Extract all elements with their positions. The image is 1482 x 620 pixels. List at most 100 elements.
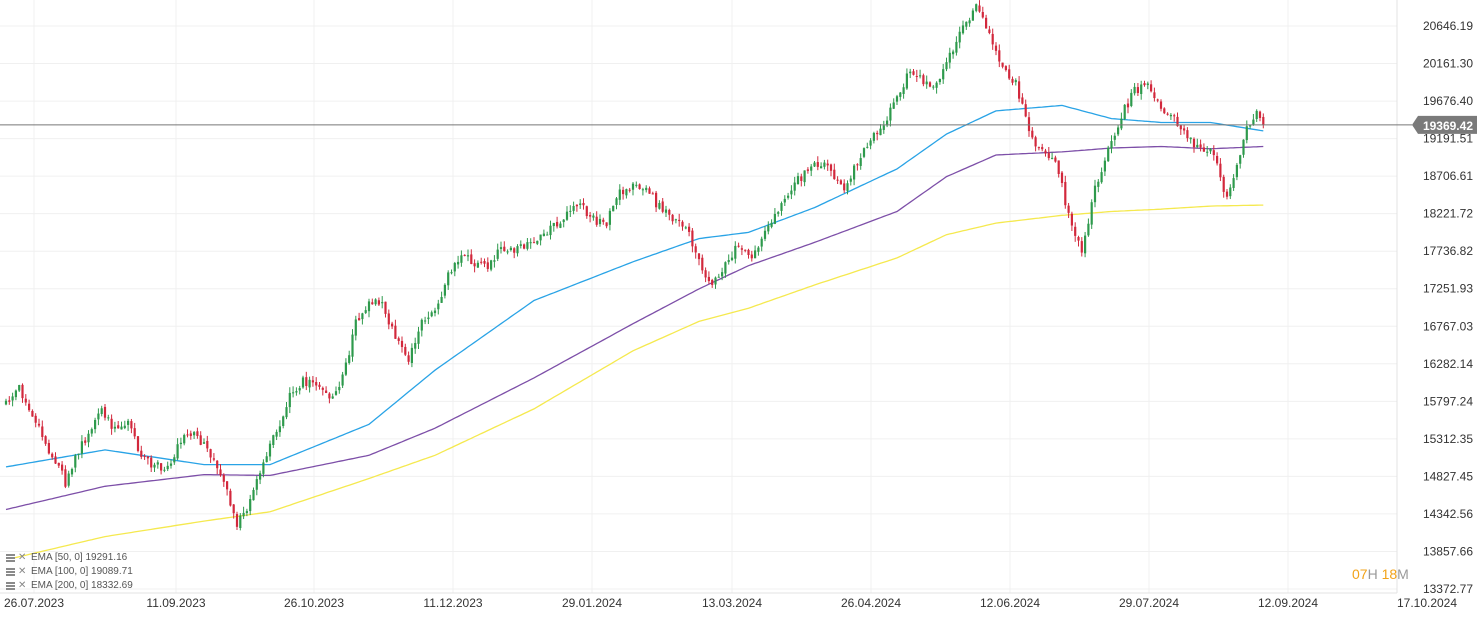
candle-body: [1100, 172, 1103, 183]
candle-body: [513, 248, 516, 253]
candle-body: [542, 233, 545, 237]
candle-body: [539, 234, 542, 241]
candle-body: [14, 390, 17, 398]
candle-body: [466, 255, 470, 257]
candle-body: [186, 434, 189, 436]
candle-body: [130, 421, 133, 429]
candle-body: [110, 418, 113, 429]
candle-body: [133, 428, 136, 437]
candle-body: [658, 202, 661, 209]
x-tick-label: 29.07.2024: [1119, 596, 1179, 610]
candle-body: [1051, 157, 1054, 159]
candle-body: [1041, 147, 1044, 150]
candle-body: [262, 462, 265, 474]
candle-body: [219, 469, 222, 476]
candle-body: [1136, 87, 1139, 93]
candle-body: [67, 473, 70, 486]
candle-body: [1143, 83, 1146, 86]
candle-body: [697, 253, 701, 260]
candle-body: [1216, 155, 1219, 164]
candle-body: [625, 189, 628, 196]
candle-body: [318, 384, 321, 387]
candle-body: [820, 166, 823, 169]
candle-body: [245, 511, 248, 513]
menu-lines-icon[interactable]: [6, 554, 15, 562]
candle-body: [1087, 223, 1090, 236]
close-icon[interactable]: ✕: [18, 566, 27, 577]
y-tick-label: 15312.35: [1423, 432, 1473, 446]
candle-body: [374, 299, 377, 305]
candle-body: [301, 377, 305, 388]
candle-body: [1110, 141, 1113, 149]
candle-body: [196, 431, 199, 437]
candle-body: [84, 440, 87, 443]
candle-body: [688, 226, 691, 232]
candle-body: [612, 205, 615, 212]
candle-body: [734, 245, 737, 259]
candle-body: [430, 312, 433, 317]
close-icon[interactable]: ✕: [18, 552, 27, 563]
candle-body: [226, 481, 229, 490]
candle-body: [199, 435, 202, 445]
candle-body: [37, 423, 41, 426]
candle-body: [341, 374, 344, 386]
candle-body: [1060, 172, 1064, 183]
legend-label: EMA [100, 0]: [31, 566, 89, 577]
y-tick-label: 16282.14: [1423, 357, 1473, 371]
candle-body: [1212, 150, 1215, 156]
candle-body: [523, 244, 526, 249]
candle-body: [136, 436, 140, 451]
legend-label: EMA [200, 0]: [31, 580, 89, 591]
candle-body: [975, 4, 978, 11]
candle-body: [150, 457, 153, 468]
legend-item-ema200[interactable]: ✕ EMA [200, 0] 18332.69: [6, 579, 133, 593]
candle-body: [730, 257, 734, 261]
candle-body: [265, 456, 268, 463]
countdown-minutes-unit: M: [1397, 566, 1409, 582]
candle-body: [671, 214, 674, 222]
candle-body: [810, 166, 813, 171]
candle-body: [252, 489, 255, 501]
candle-body: [54, 456, 57, 464]
candle-body: [1074, 226, 1077, 236]
menu-lines-icon[interactable]: [6, 568, 15, 576]
candle-body: [1166, 113, 1169, 115]
candle-body: [872, 132, 875, 141]
candle-body: [552, 222, 555, 227]
candle-body: [925, 81, 928, 85]
candle-body: [721, 272, 724, 277]
candle-body: [80, 441, 83, 454]
candle-body: [585, 206, 588, 217]
candle-body: [268, 443, 272, 457]
ema-50-line: [5, 104, 1264, 468]
candle-body: [965, 21, 968, 27]
legend-item-ema50[interactable]: ✕ EMA [50, 0] 19291.16: [6, 551, 133, 565]
candle-body: [602, 219, 605, 222]
candle-body: [737, 245, 740, 247]
menu-lines-icon[interactable]: [6, 582, 15, 590]
candle-body: [968, 20, 971, 24]
candle-body: [328, 393, 331, 399]
candle-body: [1031, 130, 1034, 138]
candle-body: [1037, 147, 1040, 149]
candle-body: [97, 413, 100, 420]
candle-body: [704, 270, 707, 278]
candle-body: [648, 188, 651, 194]
candle-body: [331, 396, 334, 399]
candle-body: [549, 225, 552, 236]
candle-body: [166, 465, 169, 470]
close-icon[interactable]: ✕: [18, 580, 27, 591]
ema-100-layer: [5, 145, 1264, 511]
candle-body: [120, 426, 123, 430]
legend-item-ema100[interactable]: ✕ EMA [100, 0] 19089.71: [6, 565, 133, 579]
candle-body: [127, 420, 130, 425]
candle-body: [747, 249, 750, 255]
candle-body: [598, 218, 602, 225]
candle-body: [113, 426, 116, 429]
candle-body: [684, 227, 687, 229]
candle-body: [476, 262, 479, 268]
candle-body: [823, 162, 826, 167]
candle-body: [179, 442, 182, 445]
candle-body: [1064, 181, 1067, 206]
